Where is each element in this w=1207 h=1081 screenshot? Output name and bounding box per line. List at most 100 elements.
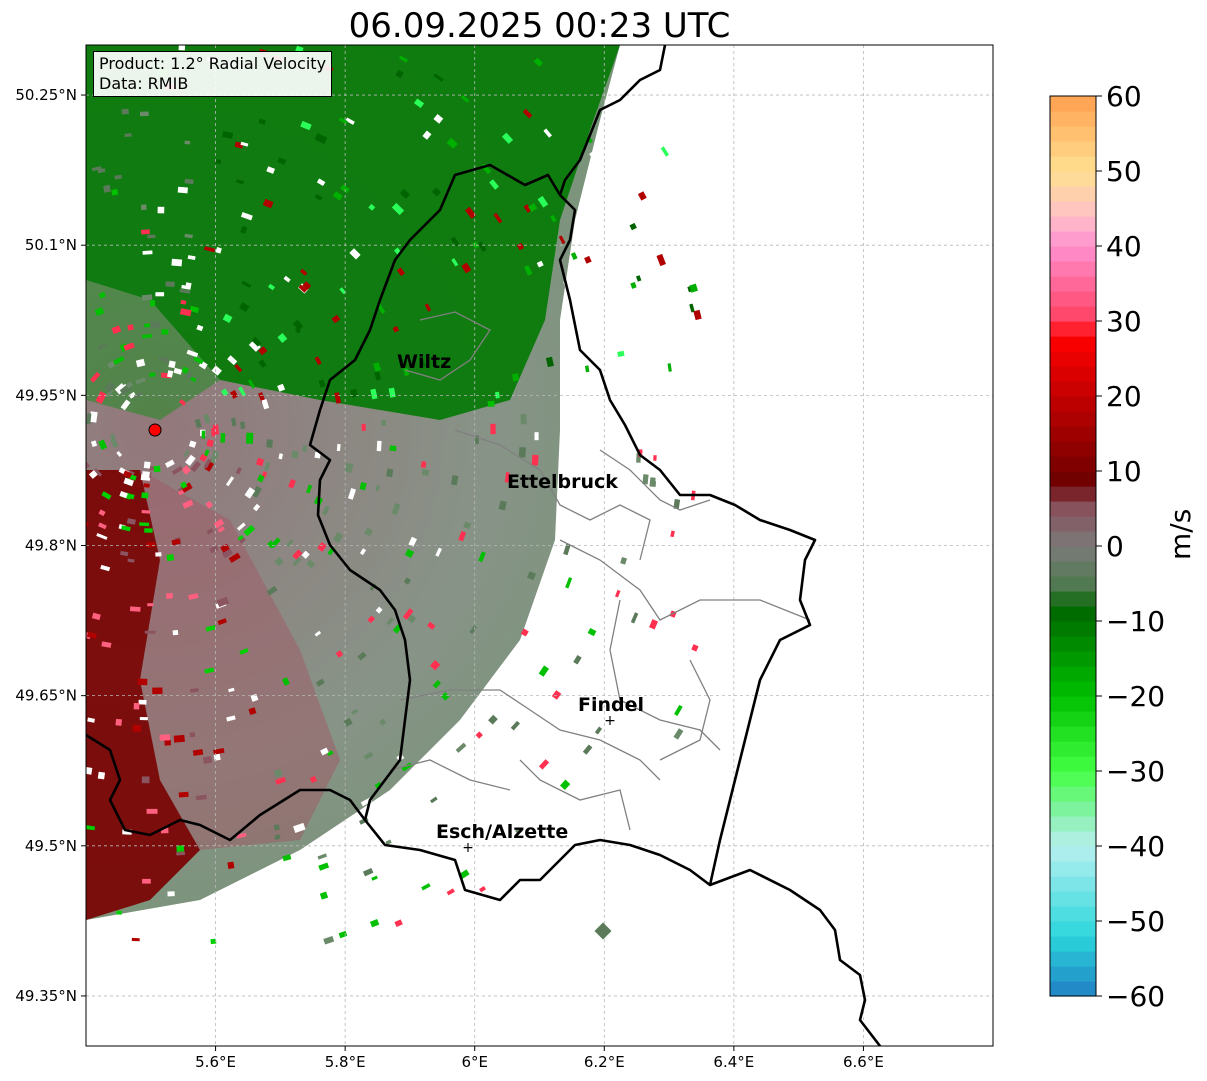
colorbar-band — [1050, 771, 1096, 787]
colorbar: 60 50 40 30 20 10 0 −10 −20 −30 −40 −50 −60 — [1049, 80, 1165, 1013]
germany-border-south — [709, 868, 882, 1046]
colorbar-band — [1050, 126, 1096, 142]
colorbar-label: m/s — [1164, 508, 1197, 560]
y-tick-label: 49.65°N — [15, 687, 77, 705]
colorbar-band — [1050, 921, 1096, 937]
colorbar-band — [1050, 756, 1096, 772]
colorbar-band — [1050, 456, 1096, 472]
colorbar-band — [1050, 351, 1096, 367]
x-tick-label: 6°E — [461, 1053, 488, 1071]
colorbar-band — [1050, 141, 1096, 157]
colorbar-band — [1050, 96, 1096, 112]
france-belgium-border — [86, 733, 367, 842]
colorbar-band — [1050, 591, 1096, 607]
colorbar-band — [1050, 156, 1096, 172]
colorbar-band — [1050, 666, 1096, 682]
colorbar-tick-label: −30 — [1106, 755, 1165, 788]
colorbar-tick-label: −10 — [1106, 605, 1165, 638]
colorbar-band — [1050, 951, 1096, 967]
colorbar-tick-label: 60 — [1106, 80, 1142, 113]
colorbar-tick-label: 0 — [1106, 530, 1124, 563]
city-label-ettelbruck: Ettelbruck — [507, 471, 618, 493]
colorbar-band — [1050, 366, 1096, 382]
y-tick-label: 49.8°N — [25, 537, 77, 555]
colorbar-tick-label: −20 — [1106, 680, 1165, 713]
colorbar-band — [1050, 936, 1096, 952]
colorbar-tick-label: 30 — [1106, 305, 1142, 338]
colorbar-band — [1050, 411, 1096, 427]
echo-green-region — [86, 45, 620, 420]
colorbar-band — [1050, 216, 1096, 232]
colorbar-band — [1050, 471, 1096, 487]
colorbar-band — [1050, 276, 1096, 292]
luxembourg-border — [308, 163, 817, 902]
data-source-label: Data: RMIB — [99, 74, 189, 93]
colorbar-band — [1050, 786, 1096, 802]
colorbar-band — [1050, 741, 1096, 757]
city-label-wiltz: Wiltz — [397, 351, 452, 373]
radar-site-marker — [148, 423, 162, 437]
colorbar-band — [1050, 426, 1096, 442]
colorbar-band — [1050, 546, 1096, 562]
colorbar-tick-label: −50 — [1106, 905, 1165, 938]
y-tick-label: 49.95°N — [15, 386, 77, 404]
x-tick-label: 6.6°E — [843, 1053, 884, 1071]
colorbar-tick-label: 20 — [1106, 380, 1142, 413]
colorbar-band — [1050, 111, 1096, 127]
colorbar-band — [1050, 846, 1096, 862]
colorbar-band — [1050, 501, 1096, 517]
x-tick-label: 6.2°E — [584, 1053, 625, 1071]
colorbar-band — [1050, 291, 1096, 307]
colorbar-band — [1050, 816, 1096, 832]
colorbar-tick-label: −40 — [1106, 830, 1165, 863]
y-axis: 50.25°N 50.1°N 49.95°N 49.8°N 49.65°N 49.5°N 4… — [15, 86, 86, 1005]
isolated-echo — [594, 922, 612, 940]
colorbar-band — [1050, 246, 1096, 262]
city-label-esch: Esch/Alzette — [436, 821, 569, 843]
x-tick-label: 5.6°E — [195, 1053, 236, 1071]
echo-pink-fringe — [140, 470, 340, 850]
y-tick-label: 50.25°N — [15, 86, 77, 104]
colorbar-band — [1050, 606, 1096, 622]
colorbar-tick-label: −60 — [1106, 980, 1165, 1013]
echo-green-fringe — [86, 280, 220, 420]
colorbar-band — [1050, 801, 1096, 817]
colorbar-band — [1050, 516, 1096, 532]
colorbar-band — [1050, 696, 1096, 712]
colorbar-band — [1050, 651, 1096, 667]
colorbar-band — [1050, 906, 1096, 922]
colorbar-band — [1050, 831, 1096, 847]
district-boundaries — [389, 311, 811, 831]
colorbar-band — [1050, 876, 1096, 892]
colorbar-band — [1050, 861, 1096, 877]
map-title: 06.09.2025 00:23 UTC — [348, 6, 731, 46]
colorbar-band — [1050, 201, 1096, 217]
colorbar-band — [1050, 321, 1096, 337]
city-label-findel: Findel — [578, 694, 645, 716]
colorbar-band — [1050, 171, 1096, 187]
colorbar-band — [1050, 681, 1096, 697]
y-tick-label: 50.1°N — [25, 236, 77, 254]
x-tick-label: 6.4°E — [713, 1053, 754, 1071]
colorbar-band — [1050, 441, 1096, 457]
colorbar-band — [1050, 186, 1096, 202]
colorbar-band — [1050, 231, 1096, 247]
colorbar-band — [1050, 396, 1096, 412]
product-info-box: Product: 1.2° Radial Velocity Data: RMIB — [93, 51, 333, 97]
colorbar-tick-label: 10 — [1106, 455, 1142, 488]
colorbar-tick-label: 40 — [1106, 230, 1142, 263]
colorbar-band — [1050, 891, 1096, 907]
colorbar-band — [1050, 966, 1096, 982]
national-borders — [86, 45, 882, 1046]
y-tick-label: 49.5°N — [25, 837, 77, 855]
colorbar-band — [1050, 711, 1096, 727]
colorbar-band — [1050, 621, 1096, 637]
x-tick-label: 5.8°E — [325, 1053, 366, 1071]
colorbar-band — [1050, 306, 1096, 322]
colorbar-band — [1050, 381, 1096, 397]
esch-marker: + — [462, 840, 474, 856]
colorbar-band — [1050, 576, 1096, 592]
findel-marker: + — [604, 713, 616, 729]
colorbar-band — [1050, 561, 1096, 577]
